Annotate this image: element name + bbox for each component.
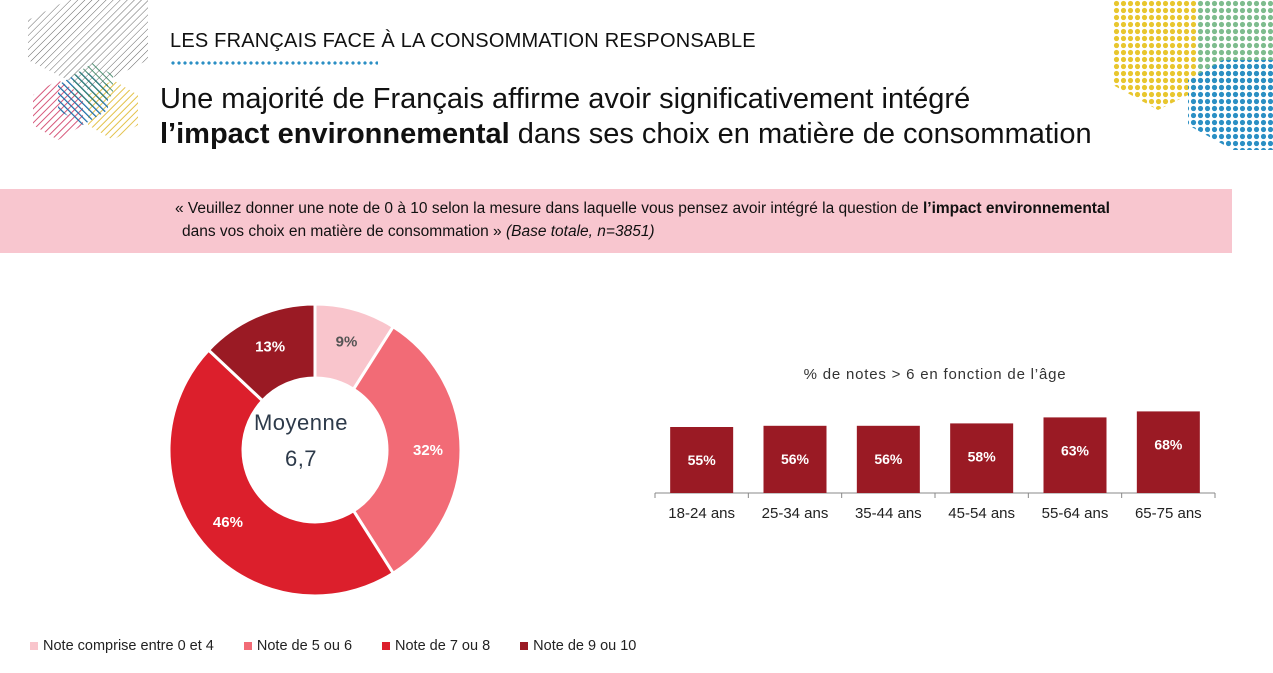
decorative-pattern-left xyxy=(28,0,148,140)
question-base: (Base totale, n=3851) xyxy=(505,223,655,240)
legend-item: Note de 7 ou 8 xyxy=(382,638,490,654)
legend-label: Note de 5 ou 6 xyxy=(256,638,353,654)
bar-data-label: 56% xyxy=(781,451,810,467)
x-tick-label: 25-34 ans xyxy=(762,505,829,522)
legend-item: Note comprise entre 0 et 4 xyxy=(30,638,214,654)
mean-value: 6,7 xyxy=(284,446,318,471)
bar-data-label: 68% xyxy=(1154,436,1183,452)
question-part-2: dans vos choix en matière de consommatio… xyxy=(182,223,506,240)
x-tick-label: 35-44 ans xyxy=(855,505,922,522)
legend-label: Note comprise entre 0 et 4 xyxy=(43,638,214,654)
donut-center: Moyenne 6,7 xyxy=(246,410,356,472)
section-kicker: LES FRANÇAIS FACE À LA CONSOMMATION RESP… xyxy=(170,30,756,52)
legend-swatch xyxy=(520,642,529,650)
title-rest: dans ses choix en matière de consommatio… xyxy=(509,118,1092,150)
x-tick-label: 55-64 ans xyxy=(1042,505,1109,522)
donut-data-label: 32% xyxy=(413,442,443,459)
legend-swatch xyxy=(243,642,252,650)
legend-swatch xyxy=(30,642,38,650)
question-part-1: « Veuillez donner une note de 0 à 10 sel… xyxy=(175,200,923,217)
donut-data-label: 13% xyxy=(255,338,285,355)
bar-data-label: 55% xyxy=(688,452,717,468)
legend-swatch xyxy=(382,642,391,650)
title-bold: l’impact environnemental xyxy=(160,118,510,150)
bar-chart: 55% 18-24 ans 56% 25-34 ans 56% 35-44 ans 58% 4… xyxy=(654,411,1216,522)
bar xyxy=(670,427,734,493)
decorative-pattern-right xyxy=(1113,0,1273,150)
page-title: Une majorité de Français affirme avoir s… xyxy=(160,82,1092,152)
x-tick-label: 18-24 ans xyxy=(668,505,735,522)
legend-label: Note de 7 ou 8 xyxy=(395,638,491,654)
bar-data-label: 63% xyxy=(1061,442,1090,458)
donut-slice xyxy=(206,302,317,403)
legend-item: Note de 5 ou 6 xyxy=(243,638,353,654)
legend: Note comprise entre 0 et 4 Note de 5 ou … xyxy=(30,638,666,654)
bar xyxy=(1043,417,1107,493)
bar xyxy=(763,425,827,493)
mean-label: Moyenne xyxy=(253,410,348,435)
donut-slice xyxy=(167,347,396,598)
question-bold: l’impact environnemental xyxy=(922,200,1110,217)
donut-slice xyxy=(351,324,463,576)
donut-chart: 9% 32% 46% 13% xyxy=(167,302,463,598)
donut-data-label: 9% xyxy=(336,333,358,350)
bar xyxy=(950,423,1014,493)
bar-chart-title: % de notes > 6 en fonction de l’âge xyxy=(803,366,1067,383)
bar xyxy=(1136,411,1200,493)
title-line-1: Une majorité de Français affirme avoir s… xyxy=(160,83,971,115)
bar xyxy=(856,425,920,493)
legend-label: Note de 9 ou 10 xyxy=(533,638,637,654)
bar-data-label: 56% xyxy=(874,451,903,467)
x-tick-label: 65-75 ans xyxy=(1135,505,1202,522)
bar-data-label: 58% xyxy=(968,448,997,464)
x-tick-label: 45-54 ans xyxy=(948,505,1015,522)
donut-data-label: 46% xyxy=(213,514,243,531)
question-text: « Veuillez donner une note de 0 à 10 sel… xyxy=(175,197,1225,243)
question-banner: « Veuillez donner une note de 0 à 10 sel… xyxy=(0,189,1232,253)
kicker-dotted-underline xyxy=(170,61,378,65)
legend-item: Note de 9 ou 10 xyxy=(520,638,636,654)
